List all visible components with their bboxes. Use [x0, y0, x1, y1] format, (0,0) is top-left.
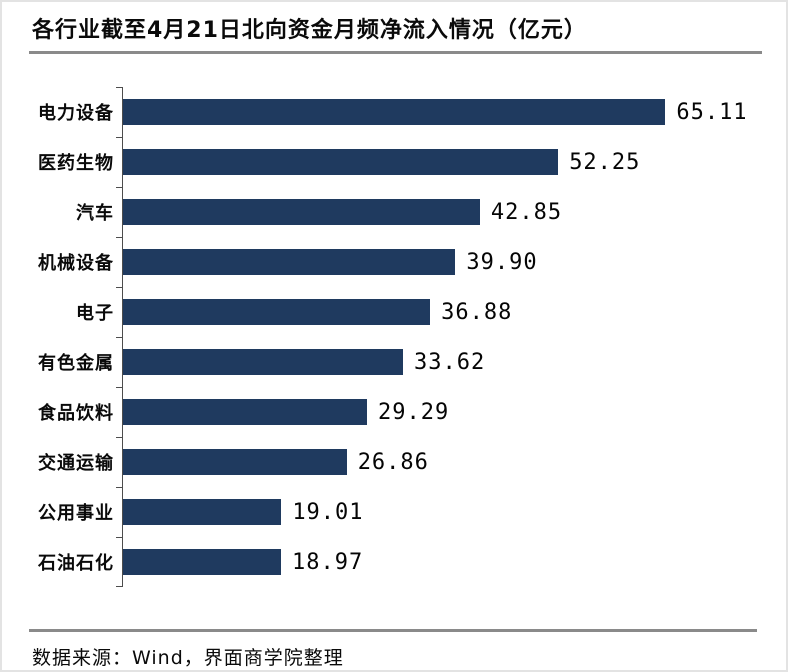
bar: [123, 399, 367, 425]
bar-row: 公用事业 19.01: [2, 487, 786, 537]
bar-zone: 36.88: [123, 299, 786, 325]
bar-zone: 26.86: [123, 449, 786, 475]
bar-zone: 42.85: [123, 199, 786, 225]
category-label: 石油石化: [38, 553, 114, 574]
value-label: 29.29: [377, 399, 450, 425]
category-label: 交通运输: [38, 453, 114, 474]
bar: [123, 549, 281, 575]
bar: [123, 199, 480, 225]
category-label: 公用事业: [38, 503, 114, 524]
axis-tick: [116, 237, 122, 238]
bar-row: 机械设备 39.90: [2, 237, 786, 287]
axis-tick: [116, 137, 122, 138]
category-label: 电力设备: [38, 103, 114, 124]
value-label: 65.11: [676, 99, 748, 125]
axis-tick: [116, 187, 122, 188]
bar-rows: 电力设备 65.11 医药生物 52.25 汽车 42.85 机械设备 39.9…: [2, 87, 786, 587]
bar-row: 有色金属 33.62: [2, 337, 786, 387]
axis-tick: [116, 387, 122, 388]
axis-tick: [116, 586, 122, 587]
bar-row: 电子 36.88: [2, 287, 786, 337]
bar-row: 石油石化 18.97: [2, 537, 786, 587]
bar-row: 汽车 42.85: [2, 187, 786, 237]
category-label: 有色金属: [38, 353, 114, 374]
category-label: 电子: [76, 303, 114, 324]
value-label: 26.86: [357, 449, 429, 475]
category-label: 医药生物: [38, 153, 114, 174]
bar-chart: 电力设备 65.11 医药生物 52.25 汽车 42.85 机械设备 39.9…: [2, 87, 786, 587]
bar: [123, 99, 666, 125]
axis-tick: [116, 437, 122, 438]
bar-row: 电力设备 65.11: [2, 87, 786, 137]
bar: [123, 299, 431, 325]
axis-tick: [116, 487, 122, 488]
value-label: 33.62: [414, 349, 486, 375]
bar-zone: 29.29: [123, 399, 786, 425]
value-label: 18.97: [291, 549, 364, 575]
bar-row: 交通运输 26.86: [2, 437, 786, 487]
bar-zone: 65.11: [123, 99, 786, 125]
value-label: 42.85: [490, 199, 563, 225]
bar: [123, 449, 347, 475]
footer-divider-line: [29, 629, 757, 632]
bar: [123, 349, 404, 375]
axis-tick: [116, 287, 122, 288]
chart-title: 各行业截至4月21日北向资金月频净流入情况（亿元）: [32, 18, 587, 43]
axis-tick: [116, 537, 122, 538]
bar: [123, 149, 559, 175]
value-label: 19.01: [292, 499, 364, 525]
category-label: 汽车: [76, 203, 114, 224]
bar-row: 食品饮料 29.29: [2, 387, 786, 437]
category-label: 食品饮料: [38, 403, 114, 424]
axis-tick: [116, 337, 122, 338]
bar-row: 医药生物 52.25: [2, 137, 786, 187]
category-label: 机械设备: [38, 253, 114, 274]
bar: [123, 249, 456, 275]
bar-zone: 52.25: [123, 149, 786, 175]
axis-tick: [116, 87, 122, 88]
value-label: 36.88: [441, 299, 513, 325]
data-source-label: 数据来源：Wind，界面商学院整理: [32, 647, 344, 669]
bar-zone: 18.97: [123, 549, 786, 575]
value-label: 52.25: [569, 149, 641, 175]
title-divider-line: [29, 51, 762, 54]
bar-zone: 19.01: [123, 499, 786, 525]
bar: [123, 499, 282, 525]
bar-zone: 39.90: [123, 249, 786, 275]
value-label: 39.90: [466, 249, 538, 275]
bar-zone: 33.62: [123, 349, 786, 375]
category-axis-line: [122, 87, 123, 587]
